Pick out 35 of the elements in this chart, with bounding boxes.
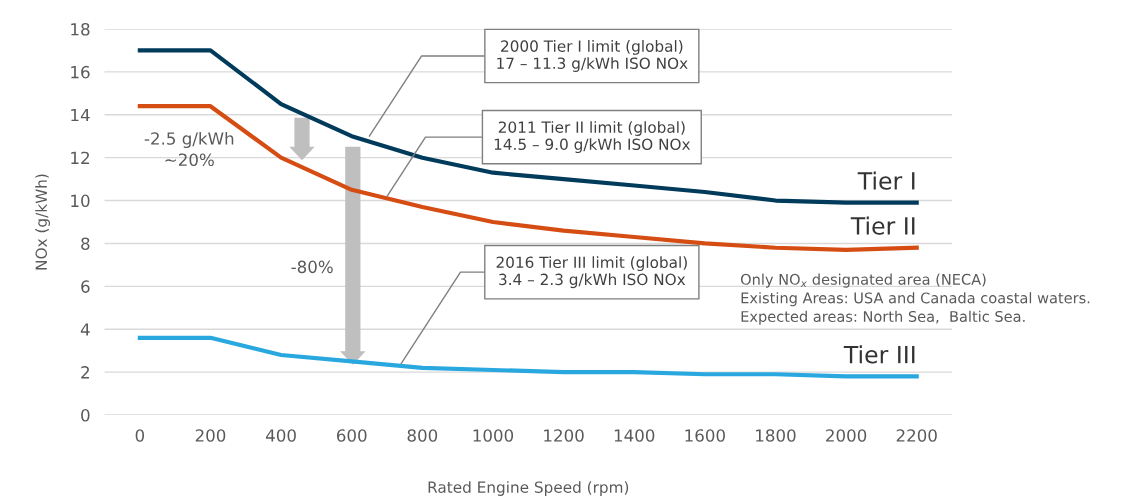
x-tick-label: 2000 (826, 429, 867, 442)
x-tick-label: 800 (407, 429, 438, 442)
x-tick-label: 1000 (473, 429, 514, 442)
series-label: Tier III (843, 345, 915, 364)
y-tick-label: 6 (81, 280, 90, 293)
x-tick-label: 2200 (896, 429, 937, 442)
x-tick-label: 1800 (756, 429, 796, 442)
annotation: 2016 Tier III limit (global) 3.4 – 2.3 g/kWh ISO NOx (496, 256, 687, 289)
y-tick-label: 2 (81, 366, 89, 379)
annotation: 2011 Tier II limit (global) 14.5 – 9.0 g/kWh ISO NOx (494, 121, 691, 154)
annotation: -80% (291, 260, 333, 274)
annotation: -2.5 g/kWh ~20% (144, 131, 234, 167)
annotation: 2000 Tier I limit (global) 17 – 11.3 g/kWh ISO NOx (497, 40, 688, 72)
x-axis-title: Rated Engine Speed (rpm) (428, 481, 629, 496)
series-label: Tier I (857, 171, 915, 190)
y-tick-label: 18 (71, 22, 90, 36)
y-tick-label: 16 (71, 65, 90, 79)
line-series (137, 335, 919, 379)
x-tick-label: 0 (135, 429, 145, 442)
y-axis-title: NOx (g/kWh) (35, 174, 50, 270)
y-tick-label: 4 (80, 323, 90, 336)
line-series (137, 104, 919, 252)
x-tick-label: 400 (266, 429, 296, 442)
x-tick-label: 1400 (614, 429, 655, 442)
y-tick-label: 0 (81, 408, 90, 422)
series-label: Tier II (850, 216, 915, 235)
y-tick-label: 10 (71, 194, 90, 208)
y-tick-label: 12 (71, 151, 89, 164)
x-tick-label: 200 (195, 429, 226, 442)
y-tick-label: 14 (71, 108, 90, 122)
annotation: Only NO$_{x}$ designated area (NECA) Existing Areas: USA and Canada coastal waters. Expected areas: North Sea, Baltic Sea. (740, 273, 1090, 325)
x-tick-label: 1200 (544, 429, 584, 442)
x-tick-label: 1600 (685, 429, 725, 442)
x-tick-label: 600 (336, 429, 367, 442)
y-tick-label: 8 (81, 237, 90, 251)
